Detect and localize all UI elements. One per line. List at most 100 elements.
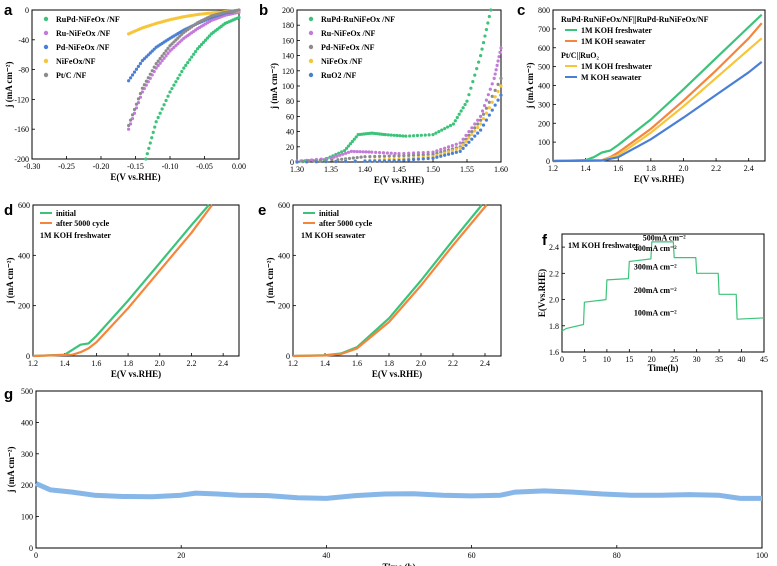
legend-marker bbox=[308, 58, 314, 64]
legend-marker bbox=[308, 72, 314, 78]
chart-e: 1.2 1.4 1.6 1.8 2.0 2.2 2.4 0 200 400 600 E(V vs.RH… bbox=[265, 201, 502, 379]
data-point bbox=[490, 100, 494, 104]
data-point bbox=[152, 47, 156, 51]
legend-group-title: RuPd-RuNiFeOx/NF||RuPd-RuNiFeOx/NF bbox=[561, 15, 709, 24]
x-tick-label: 1.2 bbox=[288, 359, 298, 368]
data-point bbox=[146, 76, 150, 80]
data-point bbox=[127, 79, 131, 83]
x-tick-label: 2.0 bbox=[416, 359, 426, 368]
data-point bbox=[192, 52, 196, 56]
data-point bbox=[426, 150, 430, 154]
data-point bbox=[295, 160, 299, 164]
data-point bbox=[368, 154, 372, 159]
legend-label: Ru-NiFeOx /NF bbox=[321, 29, 376, 38]
x-tick-label: -0.20 bbox=[93, 162, 110, 171]
data-point bbox=[479, 122, 483, 126]
legend-label: initial bbox=[319, 209, 340, 218]
data-point bbox=[138, 61, 143, 66]
data-point bbox=[497, 55, 501, 59]
x-axis-label: Time(h) bbox=[648, 363, 679, 373]
data-point bbox=[402, 158, 406, 162]
data-point bbox=[392, 158, 396, 163]
y-axis-label: E(Vvs.RHE) bbox=[538, 269, 547, 317]
data-point bbox=[359, 155, 363, 159]
data-point bbox=[464, 133, 468, 137]
data-point bbox=[148, 72, 152, 76]
data-point bbox=[144, 55, 148, 59]
data-point bbox=[318, 159, 322, 163]
data-point bbox=[389, 133, 393, 137]
x-axis-label: E(V vs.RHE) bbox=[374, 175, 424, 185]
y-tick-label: 300 bbox=[538, 100, 550, 109]
data-point bbox=[496, 98, 500, 102]
data-point bbox=[427, 133, 431, 137]
y-tick-label: 0 bbox=[546, 157, 550, 166]
x-tick-label: 1.4 bbox=[581, 164, 591, 173]
data-point bbox=[492, 76, 496, 80]
y-tick-label: 500 bbox=[538, 63, 550, 72]
data-point bbox=[351, 156, 355, 160]
data-point bbox=[490, 82, 494, 86]
data-point bbox=[499, 46, 503, 50]
x-tick-label: 40 bbox=[738, 355, 746, 364]
y-axis-label: j (mA cm⁻²) bbox=[6, 447, 16, 494]
data-point bbox=[487, 113, 491, 117]
data-point bbox=[199, 42, 204, 47]
data-point bbox=[480, 47, 484, 51]
data-point bbox=[381, 151, 386, 155]
x-tick-label: 2.4 bbox=[480, 359, 490, 368]
legend-label: 1M KOH freshwater bbox=[581, 26, 652, 35]
data-point bbox=[458, 146, 462, 150]
y-tick-label: 0 bbox=[290, 158, 294, 167]
data-point bbox=[168, 90, 172, 94]
data-point bbox=[180, 32, 184, 36]
step-label: 100mA cm⁻² bbox=[634, 308, 677, 317]
data-point bbox=[148, 141, 152, 145]
y-axis-label: j (mA cm⁻²) bbox=[4, 62, 14, 109]
data-point bbox=[454, 147, 458, 152]
x-tick-label: 1.2 bbox=[548, 164, 558, 173]
x-tick-label: 10 bbox=[603, 355, 611, 364]
data-point bbox=[353, 159, 357, 163]
data-point bbox=[128, 118, 133, 122]
data-point bbox=[197, 45, 202, 49]
data-point bbox=[499, 93, 503, 97]
y-tick-label: 200 bbox=[538, 119, 550, 128]
x-tick-label: 5 bbox=[582, 355, 586, 364]
panel-label-g: g bbox=[4, 386, 14, 403]
series-line bbox=[552, 61, 763, 163]
data-point bbox=[419, 133, 423, 137]
y-tick-label: -120 bbox=[14, 95, 29, 104]
data-point bbox=[164, 98, 168, 103]
data-point bbox=[470, 130, 474, 134]
y-tick-label: 0 bbox=[286, 352, 290, 361]
data-point bbox=[201, 40, 206, 44]
x-tick-label: 25 bbox=[670, 355, 678, 364]
data-point bbox=[363, 159, 367, 163]
x-tick-label: -0.15 bbox=[127, 162, 144, 171]
data-point bbox=[150, 136, 154, 140]
data-point bbox=[407, 153, 411, 158]
data-point bbox=[160, 59, 164, 63]
data-point bbox=[330, 158, 334, 162]
data-point bbox=[134, 67, 139, 71]
data-point bbox=[467, 140, 471, 144]
y-tick-label: 600 bbox=[18, 201, 30, 210]
data-point bbox=[493, 95, 497, 99]
data-point bbox=[470, 137, 474, 141]
chart-title: 1M KOH freshwater bbox=[568, 241, 639, 250]
data-point bbox=[130, 113, 135, 117]
data-point bbox=[402, 154, 406, 158]
data-point bbox=[431, 156, 435, 160]
chart-g: 0 20 40 60 80 100 0 100 200 300 400 500 Time (h) j (m… bbox=[6, 387, 768, 566]
data-point bbox=[386, 133, 390, 137]
data-point bbox=[354, 135, 358, 139]
data-point bbox=[446, 145, 451, 149]
data-point bbox=[496, 59, 500, 63]
x-tick-label: 1.6 bbox=[352, 359, 362, 368]
data-point bbox=[130, 73, 135, 77]
data-point bbox=[473, 134, 477, 138]
data-point bbox=[178, 34, 182, 38]
series-line bbox=[35, 481, 762, 501]
legend-label: after 5000 cycle bbox=[56, 219, 110, 228]
